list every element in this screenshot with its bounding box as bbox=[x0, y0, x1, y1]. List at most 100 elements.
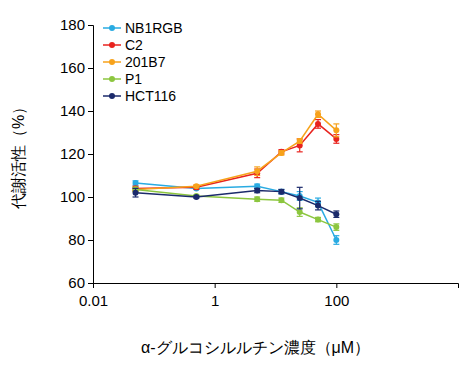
legend-item: HCT116 bbox=[103, 88, 176, 104]
error-bar bbox=[297, 187, 303, 209]
y-tick-mark bbox=[88, 197, 93, 198]
error-bar bbox=[315, 217, 321, 221]
error-bar-cap bbox=[333, 143, 339, 144]
data-point bbox=[315, 203, 321, 209]
data-point bbox=[297, 138, 303, 144]
y-tick: 100 bbox=[60, 188, 93, 205]
error-bar-cap bbox=[315, 197, 321, 198]
error-bar-cap bbox=[254, 166, 260, 167]
legend-label: NB1RGB bbox=[125, 20, 183, 36]
x-tick-label: 1 bbox=[211, 292, 219, 309]
error-bar bbox=[315, 111, 321, 117]
x-tick-mark bbox=[215, 283, 216, 288]
series-line bbox=[136, 124, 337, 188]
y-tick-mark bbox=[88, 68, 93, 69]
data-point bbox=[278, 189, 284, 195]
error-bar bbox=[297, 139, 303, 143]
legend-label: 201B7 bbox=[125, 54, 166, 70]
y-tick: 120 bbox=[60, 145, 93, 162]
error-bar-cap bbox=[297, 208, 303, 209]
error-bar bbox=[333, 236, 339, 245]
data-point bbox=[133, 180, 139, 186]
legend-label: HCT116 bbox=[125, 88, 176, 104]
data-point bbox=[193, 183, 199, 189]
y-tick-label: 120 bbox=[60, 145, 85, 162]
legend-marker bbox=[109, 59, 115, 65]
series-line bbox=[136, 114, 337, 189]
error-bar-cap bbox=[297, 216, 303, 217]
error-bar bbox=[315, 201, 321, 210]
error-bar-cap bbox=[333, 136, 339, 137]
error-bar-cap bbox=[133, 196, 139, 197]
x-tick-label: 0.01 bbox=[79, 292, 108, 309]
error-bar-cap bbox=[315, 119, 321, 120]
data-point bbox=[333, 237, 339, 243]
data-point bbox=[193, 194, 199, 200]
error-bar bbox=[254, 167, 260, 176]
data-point bbox=[333, 211, 339, 217]
error-bar bbox=[297, 208, 303, 217]
error-bar-cap bbox=[333, 244, 339, 245]
series-line bbox=[136, 191, 337, 215]
legend-marker bbox=[109, 76, 115, 82]
series-line bbox=[136, 189, 337, 227]
error-bar bbox=[278, 151, 284, 155]
y-tick-label: 180 bbox=[60, 16, 85, 33]
error-bar-cap bbox=[254, 175, 260, 176]
error-bar bbox=[254, 197, 260, 201]
error-bar bbox=[333, 124, 339, 137]
error-bar-cap bbox=[315, 128, 321, 129]
legend-marker bbox=[109, 42, 115, 48]
legend-marker bbox=[109, 93, 115, 99]
y-tick-label: 60 bbox=[68, 274, 85, 291]
y-tick: 80 bbox=[68, 231, 93, 248]
data-point bbox=[278, 150, 284, 156]
error-bar bbox=[333, 211, 339, 217]
y-tick: 180 bbox=[60, 16, 93, 33]
x-tick: 100 bbox=[324, 283, 349, 309]
y-tick: 160 bbox=[60, 59, 93, 76]
error-bar-cap bbox=[315, 209, 321, 210]
y-tick-label: 100 bbox=[60, 188, 85, 205]
series bbox=[133, 111, 340, 192]
legend-label: C2 bbox=[125, 37, 143, 53]
error-bar-cap bbox=[254, 177, 260, 178]
error-bar bbox=[254, 188, 260, 192]
chart: 0.01 1 100 60 80 100 120 140 160 180 α-グルコシルルチン濃度（… bbox=[0, 0, 473, 371]
legend: NB1RGBC2201B7P1HCT116 bbox=[103, 20, 183, 104]
error-bar-cap bbox=[297, 151, 303, 152]
data-point bbox=[315, 121, 321, 127]
y-axis-title: 代謝活性（%） bbox=[10, 99, 27, 210]
y-tick-mark bbox=[88, 240, 93, 241]
series bbox=[133, 180, 340, 244]
legend-item: P1 bbox=[103, 71, 142, 87]
data-point bbox=[297, 209, 303, 215]
error-bar-cap bbox=[315, 201, 321, 202]
x-tick-label: 100 bbox=[324, 292, 349, 309]
series-line bbox=[136, 183, 337, 240]
error-bar bbox=[278, 189, 284, 193]
legend-label: P1 bbox=[125, 71, 142, 87]
x-axis-line bbox=[94, 284, 459, 289]
plot-area bbox=[133, 111, 340, 244]
data-point bbox=[297, 195, 303, 201]
x-axis: 0.01 1 100 bbox=[79, 283, 459, 309]
data-point bbox=[133, 190, 139, 196]
error-bar bbox=[315, 120, 321, 129]
legend-item: 201B7 bbox=[103, 54, 166, 70]
y-axis-line bbox=[88, 26, 94, 284]
y-tick-label: 160 bbox=[60, 59, 85, 76]
y-tick-mark bbox=[88, 25, 93, 26]
x-axis-title: α-グルコシルルチン濃度（μM） bbox=[141, 339, 370, 356]
x-tick-mark bbox=[336, 283, 337, 288]
legend-item: C2 bbox=[103, 37, 143, 53]
error-bar-cap bbox=[333, 235, 339, 236]
error-bar bbox=[133, 188, 139, 197]
error-bar bbox=[333, 224, 339, 230]
y-tick-mark bbox=[88, 283, 93, 284]
y-tick-label: 140 bbox=[60, 102, 85, 119]
data-point bbox=[254, 168, 260, 174]
data-point bbox=[315, 111, 321, 117]
legend-marker bbox=[109, 25, 115, 31]
data-point bbox=[254, 188, 260, 194]
